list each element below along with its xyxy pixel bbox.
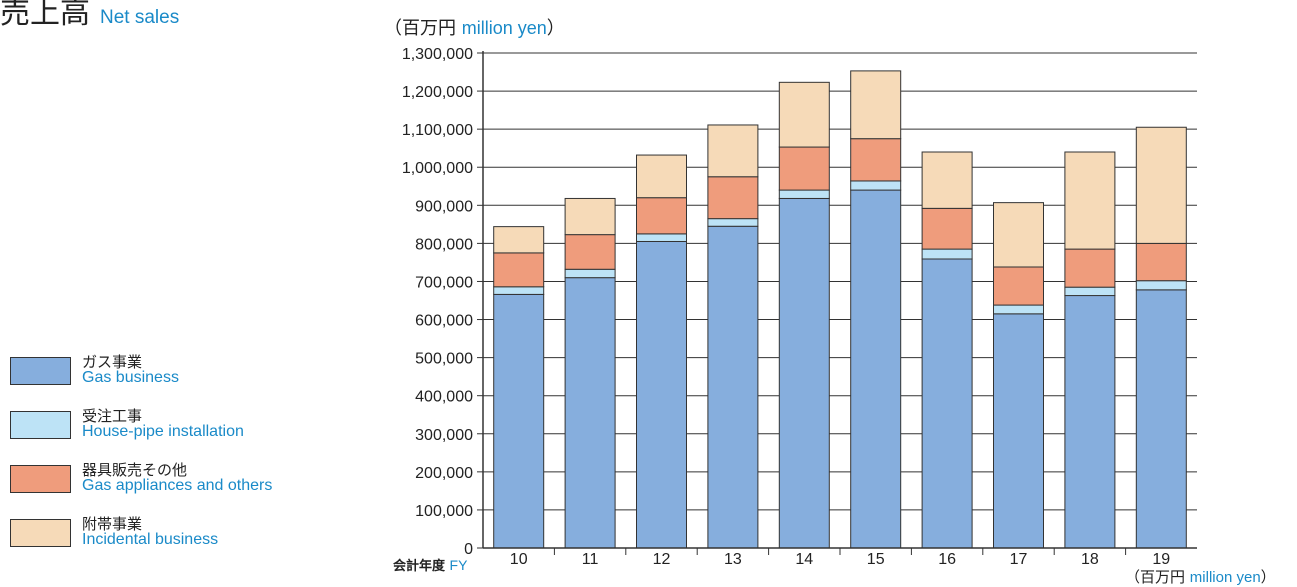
x-tick-label: 14 — [795, 551, 813, 568]
legend-label-en: House-pipe installation — [82, 423, 244, 440]
y-tick-label: 0 — [464, 541, 473, 558]
x-tick-label: 10 — [510, 551, 528, 568]
x-tick-label: 19 — [1152, 551, 1170, 568]
unit-top-en: million yen — [461, 18, 547, 38]
y-tick-label: 1,000,000 — [402, 160, 473, 177]
bar-segment-house — [1064, 286, 1116, 297]
bar-segment-gas — [1135, 289, 1187, 549]
y-tick-label: 1,100,000 — [402, 122, 473, 139]
bar-segment-house — [778, 189, 830, 199]
x-tick-label: 12 — [653, 551, 671, 568]
y-tick-label: 300,000 — [415, 427, 473, 444]
x-tick-label: 18 — [1081, 551, 1099, 568]
bar-segment-house — [707, 218, 759, 227]
x-tick-label: 11 — [582, 551, 599, 568]
bar-segment-gas — [850, 189, 902, 549]
legend-label-jp: 器具販売その他 — [82, 461, 188, 479]
bar-segment-incidental — [493, 226, 545, 254]
bar-segment-appliances — [778, 146, 830, 191]
bar-segment-appliances — [707, 176, 759, 220]
bar-segment-incidental — [850, 70, 902, 140]
bar-segment-house — [636, 233, 687, 242]
unit-top-jp: （百万円 — [384, 18, 456, 39]
bar-segment-incidental — [1064, 151, 1116, 250]
bar-segment-incidental — [921, 151, 973, 209]
bar-segment-house — [921, 248, 973, 260]
bar-segment-appliances — [993, 266, 1044, 306]
y-tick-label: 600,000 — [415, 313, 473, 330]
legend-label-en: Gas appliances and others — [82, 477, 273, 494]
x-tick-label: 13 — [724, 551, 742, 568]
y-tick-label: 200,000 — [415, 465, 473, 482]
legend-label-en: Incidental business — [82, 531, 219, 548]
fy-axis-label: 会計年度 FY — [393, 555, 467, 574]
y-tick-label: 700,000 — [415, 274, 473, 291]
y-tick-label: 800,000 — [415, 236, 473, 253]
bar-segment-incidental — [993, 202, 1044, 268]
bar-segment-appliances — [850, 138, 902, 182]
legend-swatch-gas — [10, 357, 71, 385]
legend-swatch-appliances — [10, 465, 71, 493]
unit-bottom-en: million yen — [1189, 569, 1261, 586]
bar-segment-appliances — [1135, 242, 1187, 282]
y-tick-label: 1,300,000 — [402, 46, 473, 63]
bar-segment-house — [1135, 280, 1187, 291]
bar-segment-appliances — [1064, 248, 1116, 288]
bar-segment-incidental — [636, 154, 687, 199]
y-tick-label: 900,000 — [415, 198, 473, 215]
bar-segment-appliances — [921, 207, 973, 250]
bar-segment-house — [850, 180, 902, 191]
bar-segment-gas — [921, 258, 973, 549]
unit-bottom-jp: （百万円 — [1125, 568, 1186, 586]
x-tick-label: 16 — [938, 551, 956, 568]
unit-bottom-close: ） — [1260, 568, 1276, 586]
bar-segment-gas — [993, 313, 1044, 549]
bar-segment-appliances — [564, 234, 616, 270]
unit-label-bottom: （百万円 million yen） — [1125, 566, 1276, 587]
bar-segment-gas — [1064, 295, 1116, 549]
legend-swatch-incidental — [10, 519, 71, 547]
title-en: Net sales — [100, 7, 180, 28]
y-tick-label: 500,000 — [415, 351, 473, 368]
fy-label-jp: 会計年度 — [393, 559, 446, 574]
bar-segment-gas — [778, 197, 830, 549]
bar-segment-appliances — [636, 197, 687, 235]
bar-segment-house — [493, 286, 545, 295]
bar-segment-incidental — [1135, 126, 1187, 244]
x-tick-label: 15 — [867, 551, 885, 568]
y-tick-label: 400,000 — [415, 389, 473, 406]
bar-segment-incidental — [778, 81, 830, 148]
bar-segment-gas — [493, 293, 545, 549]
y-tick-label: 1,200,000 — [402, 84, 473, 101]
legend-label-en: Gas business — [82, 369, 179, 386]
chart-title: 売上高 Net sales — [0, 0, 179, 32]
unit-top-close: ） — [546, 18, 565, 39]
title-jp: 売上高 — [0, 0, 90, 31]
y-tick-label: 100,000 — [415, 503, 473, 520]
unit-label-top: （百万円 million yen） — [384, 14, 565, 40]
legend-label-jp: 附帯事業 — [82, 515, 143, 533]
bar-segment-incidental — [707, 124, 759, 178]
fy-label-en: FY — [449, 557, 468, 573]
x-tick-label: 17 — [1010, 551, 1028, 568]
bar-segment-appliances — [493, 252, 545, 288]
bar-segment-house — [993, 304, 1044, 315]
legend-swatch-house — [10, 411, 71, 439]
bar-segment-incidental — [564, 197, 616, 236]
bar-segment-house — [564, 268, 616, 279]
bar-segment-gas — [707, 225, 759, 549]
bar-segment-gas — [636, 240, 687, 549]
bar-segment-gas — [564, 277, 616, 549]
legend-label-jp: ガス事業 — [82, 353, 143, 371]
legend-label-jp: 受注工事 — [82, 407, 143, 425]
